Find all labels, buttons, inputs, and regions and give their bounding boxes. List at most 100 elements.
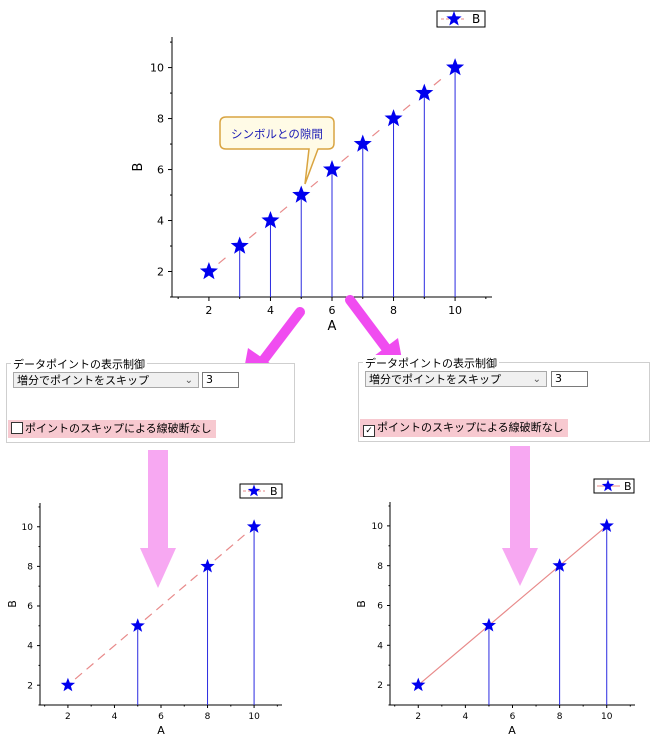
data-point-star (353, 134, 372, 152)
skip-mode-dropdown[interactable]: 増分でポイントをスキップ ⌄ (13, 372, 199, 388)
data-point-star (446, 58, 465, 76)
series-line-segment (74, 631, 131, 680)
x-tick-label: 6 (158, 712, 164, 722)
legend-label: B (472, 12, 480, 26)
y-tick-label: 2 (157, 265, 164, 278)
x-axis-title: A (508, 724, 516, 737)
legend-star-icon (247, 484, 261, 497)
x-tick-label: 4 (267, 304, 274, 317)
data-point-star (411, 677, 426, 692)
display-control-panel-right: データポイントの表示制御 増分でポイントをスキップ ⌄ 3 ✓ ポイントのスキップ… (358, 355, 650, 442)
down-arrow-right-icon (502, 446, 538, 586)
data-point-star (384, 109, 403, 127)
y-axis-title: B (131, 163, 146, 172)
series-line (417, 525, 608, 686)
callout: シンボルとの隙間 (219, 116, 335, 185)
y-tick-label: 4 (27, 642, 33, 652)
data-point-star (230, 236, 249, 254)
chart-bottom-left: 2 4 6 8 10 2 4 6 8 10 A B B (6, 483, 283, 737)
data-point-star (292, 185, 311, 203)
y-tick-label: 8 (377, 562, 383, 572)
no-line-break-option[interactable]: ポイントのスキップによる線破断なし (8, 420, 216, 438)
x-tick-label: 10 (601, 712, 613, 722)
x-tick-label: 4 (463, 712, 469, 722)
y-tick-label: 8 (27, 563, 33, 573)
x-tick-label: 6 (329, 304, 336, 317)
y-tick-label: 6 (377, 602, 383, 612)
series-line-segment (214, 532, 248, 561)
panel-title: データポイントの表示制御 (363, 355, 499, 371)
legend-label: B (624, 480, 632, 493)
y-tick-label: 10 (372, 522, 384, 532)
y-axis-title: B (6, 600, 19, 608)
checkbox-label: ポイントのスキップによる線破断なし (377, 421, 564, 434)
legend-star-icon (601, 479, 615, 492)
x-tick-label: 2 (415, 712, 421, 722)
data-point-star (599, 518, 614, 532)
data-point-star (415, 83, 434, 101)
panel-title: データポイントの表示制御 (11, 356, 147, 372)
x-tick-label: 8 (557, 712, 563, 722)
y-tick-label: 6 (27, 602, 33, 612)
y-tick-label: 6 (157, 163, 164, 176)
data-point-star (322, 160, 342, 178)
y-tick-label: 4 (157, 214, 164, 227)
legend: B (239, 483, 283, 499)
y-axis-title: B (355, 600, 368, 608)
series-line-segment (372, 126, 385, 137)
y-tick-label: 8 (157, 112, 164, 125)
data-point-star (60, 677, 76, 692)
y-tick-label: 10 (150, 61, 164, 74)
y-tick-label: 4 (377, 641, 383, 651)
x-axis-title: A (328, 319, 337, 334)
increment-input[interactable]: 3 (551, 371, 588, 387)
x-tick-label: 6 (510, 712, 516, 722)
checkbox-label: ポイントのスキップによる線破断なし (25, 422, 212, 435)
data-point-star (130, 618, 145, 632)
series-line-segment (218, 253, 231, 264)
x-tick-label: 8 (390, 304, 397, 317)
y-tick-label: 10 (22, 523, 34, 533)
series-line-segment (279, 202, 292, 214)
legend: B (593, 478, 635, 494)
legend-label: B (270, 485, 278, 498)
skip-mode-value: 増分でポイントをスキップ (17, 374, 149, 387)
series-line-segment (433, 75, 446, 86)
data-point-star (481, 617, 497, 632)
x-tick-label: 2 (205, 304, 212, 317)
callout-text: シンボルとの隙間 (231, 127, 323, 141)
x-tick-label: 10 (248, 712, 260, 722)
chevron-down-icon: ⌄ (532, 374, 541, 385)
series-line-segment (402, 100, 416, 112)
x-tick-label: 10 (448, 304, 462, 317)
chevron-down-icon: ⌄ (184, 375, 193, 386)
chart-bottom-right: 2 4 6 8 10 2 4 6 8 10 A B B (355, 478, 635, 737)
checkbox-unchecked-icon[interactable] (11, 422, 23, 434)
checkbox-checked-icon[interactable]: ✓ (363, 425, 375, 437)
legend-star-icon (446, 11, 462, 26)
data-point-star (199, 262, 218, 280)
x-tick-label: 2 (65, 712, 71, 722)
increment-input[interactable]: 3 (202, 372, 239, 388)
down-arrow-left-icon (140, 450, 176, 588)
chart-top: 2 4 6 8 10 2 4 6 8 10 A B B シンボルとの隙間 (131, 10, 492, 334)
y-tick-label: 2 (377, 681, 383, 691)
x-tick-label: 4 (112, 712, 118, 722)
data-point-star (200, 558, 215, 573)
series-line-segment (144, 572, 201, 621)
x-axis-title: A (157, 724, 165, 737)
skip-mode-value: 増分でポイントをスキップ (369, 373, 501, 386)
series-line-segment (341, 151, 354, 163)
legend: B (436, 10, 486, 28)
series-line-segment (310, 177, 323, 188)
skip-mode-dropdown[interactable]: 増分でポイントをスキップ ⌄ (365, 371, 547, 387)
display-control-panel-left: データポイントの表示制御 増分でポイントをスキップ ⌄ 3 ポイントのスキップに… (6, 356, 295, 443)
series-line-segment (248, 228, 262, 239)
x-tick-label: 8 (205, 712, 211, 722)
data-point-star (261, 211, 280, 229)
no-line-break-option[interactable]: ✓ ポイントのスキップによる線破断なし (360, 419, 568, 437)
y-tick-label: 2 (27, 681, 33, 691)
data-point-star (246, 519, 262, 533)
data-point-star (552, 558, 567, 572)
